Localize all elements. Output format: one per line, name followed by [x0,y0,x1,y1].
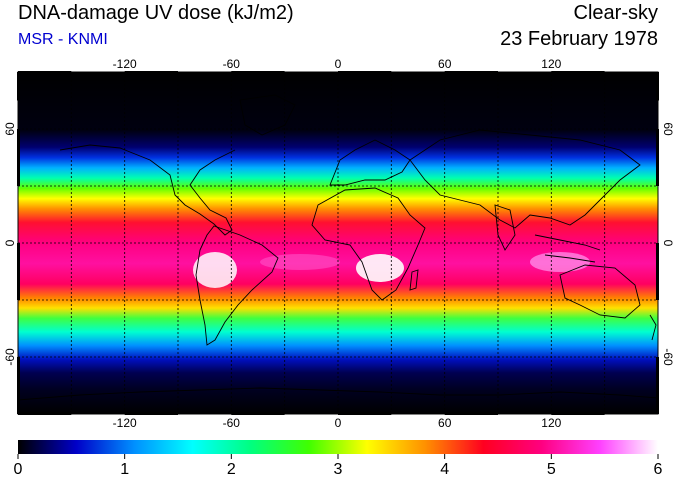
lat-label-right: 0 [661,240,675,247]
lat-label-right: -60 [661,348,675,366]
colorbar-label: 1 [120,461,129,478]
colorbar-label: 3 [334,461,343,478]
lon-label-top: -60 [223,57,241,71]
lon-label-bottom: -60 [223,416,241,430]
lon-label-bottom: 120 [541,416,561,430]
coastlines [18,94,658,401]
graticule [18,72,658,414]
sky-condition-label: Clear-sky [573,2,658,24]
source-label: MSR - KNMI [18,31,108,48]
lon-label-bottom: -120 [113,416,137,430]
colorbar [18,440,658,454]
colorbar-label: 0 [14,461,23,478]
lat-label-right: 60 [661,122,675,136]
uv-dose-field [18,72,658,414]
lon-label-top: 60 [438,57,452,71]
lon-label-bottom: 60 [438,416,452,430]
colorbar-ticks [17,454,659,459]
date-label: 23 February 1978 [500,28,658,50]
lat-label-left: 0 [3,239,17,246]
map-frame [17,71,659,415]
colorbar-label: 2 [227,461,236,478]
lat-label-left: -60 [3,348,17,366]
lon-label-top: -120 [113,57,137,71]
colorbar-label: 5 [547,461,556,478]
map-title: DNA-damage UV dose (kJ/m2) [18,2,294,24]
lat-label-left: 60 [3,122,17,136]
colorbar-label: 4 [440,461,449,478]
lon-label-top: 0 [335,57,342,71]
lon-label-top: 120 [541,57,561,71]
lon-label-bottom: 0 [335,416,342,430]
colorbar-label: 6 [654,461,663,478]
